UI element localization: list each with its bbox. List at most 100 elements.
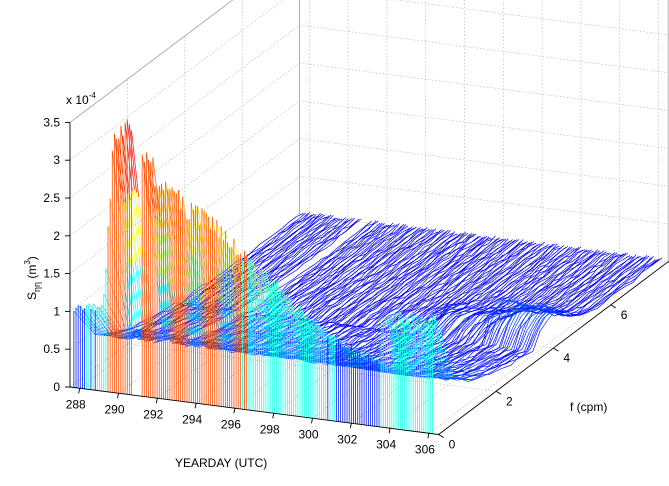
x-tick-label: 292 [143, 407, 163, 421]
spectrum-line [244, 250, 253, 285]
spectrum-line [161, 183, 169, 236]
spectrum-line [267, 285, 276, 310]
y-axis-label: f (cpm) [570, 400, 607, 414]
spectrum-line [274, 281, 282, 307]
spectrum-line [233, 238, 242, 276]
spectrum-line [73, 310, 82, 320]
spectrum-line [346, 348, 355, 357]
spectrum-line [340, 343, 349, 353]
spectrum-line [222, 240, 231, 277]
z-tick-label: 2.5 [43, 191, 60, 205]
spectrum-line [269, 285, 278, 310]
spectrum-line [389, 318, 398, 327]
spectrum-line [408, 314, 417, 331]
x-tick-label: 304 [376, 437, 396, 451]
spectrum-line [193, 209, 201, 255]
grid-line [299, 100, 669, 149]
spectrum-line [107, 226, 116, 263]
box-edge [69, 0, 234, 123]
spectrum-line [314, 319, 323, 335]
spectrum-line [216, 219, 225, 263]
spectrum-line [353, 352, 361, 359]
spectrum-line [391, 311, 400, 323]
spectrum-line [146, 152, 154, 213]
spectrum-line [114, 133, 122, 199]
spectrum-line [286, 295, 295, 318]
y-tick-label: 0 [449, 438, 456, 452]
spectrum-line [280, 288, 289, 313]
spectrum-line [186, 219, 195, 261]
spectrum-line [214, 230, 223, 270]
spectrum-line [242, 260, 250, 292]
spectrum-line [141, 154, 150, 215]
spectrum-line [278, 293, 287, 316]
spectrum-line [430, 323, 438, 332]
spectrum-line [148, 159, 157, 219]
grid-line [118, 220, 349, 394]
spectrum-line [86, 304, 95, 316]
spectrum-line [218, 238, 227, 275]
spectrum-line [122, 135, 131, 201]
spectrum-line [291, 306, 300, 325]
spectrum-line [248, 258, 257, 291]
spectrum-line [103, 293, 112, 309]
spectrum-line [150, 162, 159, 220]
spectrum-line [376, 359, 385, 365]
z-tick-label: 2 [53, 229, 60, 243]
x-tick-label: 294 [182, 412, 202, 426]
y-tick-label: 2 [506, 394, 513, 408]
spectrum-line [310, 323, 319, 338]
spectrum-line [124, 122, 133, 192]
spectrum-line [336, 342, 344, 352]
spectrum-line [406, 328, 415, 333]
grid-line [299, 24, 669, 73]
spectrum-line [75, 307, 84, 318]
spectrum-line [167, 189, 176, 240]
spectrum-line [344, 346, 353, 355]
spectrum-line [143, 161, 152, 220]
z-axis-label: Sηη (m3) [23, 256, 42, 300]
spectrum-line [325, 335, 334, 347]
spectrum-line [402, 322, 410, 335]
spectrum-line [383, 321, 391, 324]
z-tick-label: 0 [53, 380, 60, 394]
spectrum-line [263, 276, 272, 303]
spectrum-line [195, 205, 204, 252]
spectrum-line [293, 310, 302, 328]
spectrum-line [97, 306, 105, 318]
spectrum-line [321, 329, 329, 342]
spectrum-line [231, 246, 240, 282]
spectrum-line [378, 362, 387, 368]
spectrum-line [152, 157, 161, 217]
spectrum-line [417, 326, 425, 335]
z-tick-label: 0.5 [43, 342, 60, 356]
spectrum-line [304, 320, 312, 335]
spectrum-line [126, 119, 135, 190]
x-tick-label: 302 [337, 432, 357, 446]
spectrum-line [239, 253, 248, 287]
spectrum-line [363, 359, 372, 365]
spectrum-line [306, 321, 314, 336]
spectrum-line [366, 355, 374, 362]
spectrum-line [272, 283, 280, 309]
spectrum-line [197, 206, 206, 252]
spectrum-line [90, 308, 99, 319]
spectrum-line [118, 138, 127, 203]
spectrum-line [250, 259, 259, 292]
spectrum-line [348, 349, 357, 357]
spectrum-line [120, 125, 129, 194]
spectrum-line [94, 310, 103, 320]
axes-lines [69, 122, 669, 435]
z-tick-label: 1 [53, 304, 60, 318]
spectrum-line [359, 350, 368, 358]
spectrum-line [184, 211, 193, 255]
spectrum-line [329, 334, 338, 346]
spectrum-line [246, 255, 255, 289]
spectrum-line [88, 303, 97, 315]
spectrum-line [105, 268, 114, 291]
spectrum-line [381, 317, 389, 322]
spectrum-line [397, 315, 406, 336]
spectrum-line [312, 318, 321, 334]
spectrum-line [259, 268, 268, 298]
